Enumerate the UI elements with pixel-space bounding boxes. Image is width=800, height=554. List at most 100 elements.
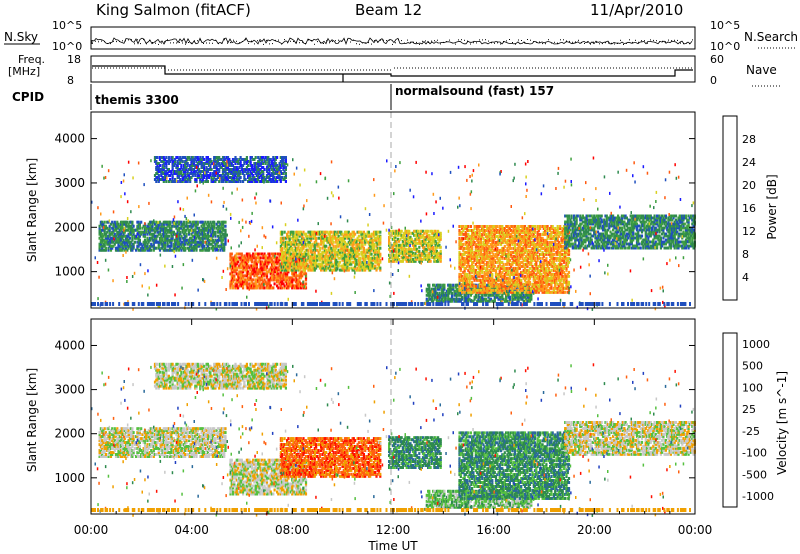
echo-cell bbox=[104, 234, 107, 238]
echo-cell bbox=[267, 164, 270, 167]
echo-cell bbox=[147, 246, 150, 250]
echo-cell bbox=[214, 166, 217, 169]
echo-cell bbox=[117, 244, 120, 248]
echo-cell bbox=[263, 262, 266, 266]
echo-cell bbox=[108, 228, 111, 232]
echo-cell bbox=[243, 162, 246, 165]
echo-cell bbox=[258, 278, 261, 282]
echo-cell bbox=[111, 232, 114, 236]
noise-search-point bbox=[353, 39, 354, 41]
echo-cell bbox=[278, 162, 281, 165]
echo-cell bbox=[206, 160, 209, 163]
echo-cell bbox=[148, 244, 152, 248]
echo-cell bbox=[171, 176, 174, 179]
echo-cell bbox=[296, 258, 299, 262]
echo-cell bbox=[230, 178, 233, 181]
echo-cell bbox=[229, 256, 232, 260]
echo-cell bbox=[224, 238, 227, 242]
echo-cell bbox=[245, 252, 248, 256]
echo-cell bbox=[291, 256, 294, 260]
echo-cell bbox=[187, 168, 191, 171]
echo-cell bbox=[165, 234, 168, 238]
echo-cell bbox=[310, 268, 313, 272]
echo-cell bbox=[210, 222, 213, 226]
echo-cell bbox=[166, 234, 169, 238]
echo-cell bbox=[276, 252, 279, 256]
echo-cell bbox=[170, 234, 173, 238]
echo-cell bbox=[248, 174, 251, 177]
echo-cell bbox=[462, 242, 465, 246]
echo-cell bbox=[234, 168, 237, 171]
echo-cell bbox=[177, 158, 180, 161]
echo-cell bbox=[293, 258, 296, 262]
echo-cell bbox=[185, 238, 188, 242]
echo-cell bbox=[133, 240, 136, 244]
echo-cell bbox=[125, 234, 128, 238]
echo-cell bbox=[223, 178, 226, 181]
noise-search-point bbox=[350, 41, 351, 43]
echo-cell bbox=[253, 282, 256, 286]
echo-cell bbox=[176, 234, 179, 238]
echo-cell bbox=[282, 254, 285, 258]
echo-cell bbox=[112, 222, 115, 226]
echo-cell bbox=[137, 224, 140, 228]
echo-cell bbox=[157, 162, 160, 165]
echo-cell bbox=[338, 260, 342, 264]
echo-cell bbox=[269, 284, 272, 288]
echo-cell bbox=[116, 246, 119, 250]
echo-cell bbox=[223, 248, 226, 252]
echo-cell bbox=[304, 242, 308, 246]
echo-cell bbox=[247, 174, 250, 177]
noise-trace bbox=[91, 37, 693, 45]
echo-cell bbox=[127, 224, 130, 228]
echo-cell bbox=[304, 238, 308, 242]
echo-cell bbox=[157, 168, 160, 171]
echo-cell bbox=[258, 180, 261, 183]
echo-cell bbox=[171, 160, 174, 163]
echo-cell bbox=[292, 266, 295, 270]
echo-cell bbox=[128, 232, 131, 236]
echo-cell bbox=[187, 240, 191, 244]
echo-cell bbox=[252, 170, 255, 173]
echo-cell bbox=[247, 286, 250, 290]
echo-cell bbox=[194, 222, 197, 226]
echo-cell bbox=[174, 178, 177, 181]
echo-cell bbox=[292, 264, 295, 268]
echo-cell bbox=[245, 158, 248, 161]
echo-cell bbox=[247, 264, 250, 268]
echo-cell bbox=[170, 224, 173, 228]
echo-cell bbox=[122, 244, 125, 248]
echo-cell bbox=[205, 170, 208, 173]
echo-cell bbox=[142, 246, 145, 250]
echo-cell bbox=[203, 164, 206, 167]
echo-cell bbox=[263, 158, 266, 161]
noise-search-point bbox=[158, 43, 159, 45]
echo-cell bbox=[194, 156, 197, 159]
echo-cell bbox=[272, 286, 275, 290]
echo-cell bbox=[155, 162, 158, 165]
echo-cell bbox=[264, 178, 267, 181]
echo-cell bbox=[224, 234, 227, 238]
echo-cell bbox=[284, 158, 287, 161]
echo-cell bbox=[201, 178, 204, 181]
echo-cell bbox=[192, 240, 196, 244]
echo-cell bbox=[254, 286, 257, 290]
echo-cell bbox=[160, 240, 163, 244]
echo-cell bbox=[308, 234, 311, 238]
echo-cell bbox=[245, 166, 248, 169]
echo-cell bbox=[263, 274, 266, 278]
echo-cell bbox=[219, 236, 222, 240]
echo-cell bbox=[206, 234, 209, 238]
echo-cell bbox=[106, 230, 109, 234]
echo-cell bbox=[192, 228, 196, 232]
noise-search-point bbox=[443, 41, 444, 43]
echo-cell bbox=[278, 268, 281, 272]
echo-cell bbox=[265, 276, 269, 280]
echo-cell bbox=[200, 230, 203, 234]
echo-cell bbox=[228, 162, 231, 165]
echo-cell bbox=[131, 244, 134, 248]
echo-cell bbox=[224, 158, 227, 161]
noise-search-point bbox=[326, 40, 327, 42]
echo-cell bbox=[252, 268, 255, 272]
echo-cell bbox=[282, 166, 285, 169]
